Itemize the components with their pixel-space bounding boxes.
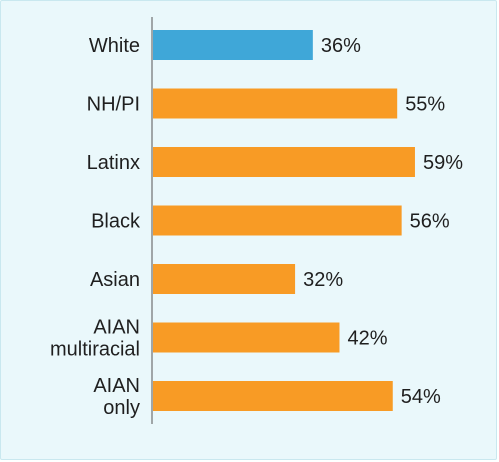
category-label: White	[89, 35, 140, 57]
category-label: Black	[91, 211, 141, 233]
bar	[153, 264, 296, 294]
bar	[153, 205, 402, 236]
data-label: 42%	[347, 328, 387, 350]
bar	[153, 30, 313, 60]
category-label: Asian	[90, 269, 140, 291]
bar	[153, 381, 393, 411]
bar	[153, 147, 415, 177]
data-label: 32%	[303, 269, 343, 291]
category-label: only	[103, 397, 140, 419]
data-label: 54%	[401, 386, 441, 408]
data-label: 36%	[321, 35, 361, 57]
data-label: 56%	[410, 211, 450, 233]
bar	[153, 322, 340, 353]
category-label: Latinx	[87, 152, 140, 174]
data-label: 59%	[423, 152, 463, 174]
category-label: AIAN	[93, 375, 140, 397]
bar	[153, 88, 398, 119]
category-label: AIAN	[93, 317, 140, 339]
category-label: NH/PI	[87, 94, 140, 116]
category-label: multiracial	[50, 339, 140, 361]
data-label: 55%	[405, 94, 445, 116]
